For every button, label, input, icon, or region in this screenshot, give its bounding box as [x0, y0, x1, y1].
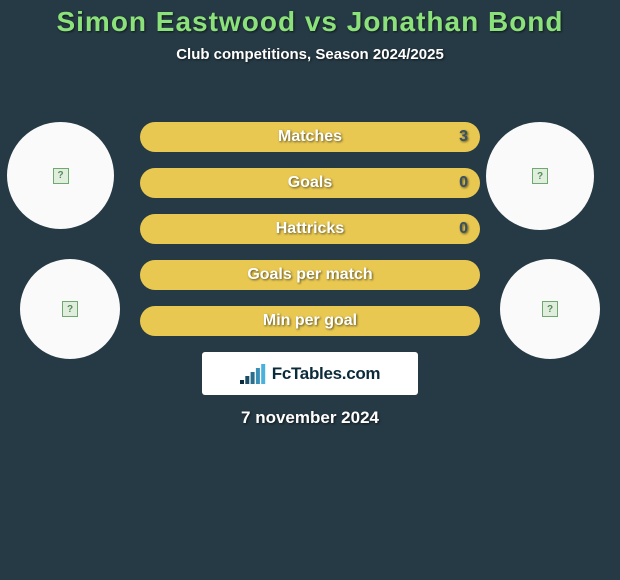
avatar-top-left [7, 122, 114, 229]
stat-bar-label: Goals per match [247, 266, 372, 284]
stat-bar-value: 0 [459, 220, 468, 238]
brand-text: FcTables.com [272, 364, 381, 384]
stat-bar-label: Matches [278, 128, 342, 146]
brand-bars-icon [240, 364, 268, 384]
avatar-bottom-left [20, 259, 120, 359]
placeholder-image-icon [532, 168, 548, 184]
page-title: Simon Eastwood vs Jonathan Bond [0, 0, 620, 38]
stat-bar-value: 3 [459, 128, 468, 146]
stat-bar: Hattricks 0 [140, 214, 480, 244]
stat-bar-value: 0 [459, 174, 468, 192]
stat-bar-label: Goals [288, 174, 332, 192]
avatar-top-right [486, 122, 594, 230]
stat-bar: Goals per match [140, 260, 480, 290]
placeholder-image-icon [62, 301, 78, 317]
brand-badge: FcTables.com [202, 352, 418, 395]
stat-bar-label: Min per goal [263, 312, 357, 330]
stat-bar-label: Hattricks [276, 220, 344, 238]
stat-bar: Matches 3 [140, 122, 480, 152]
stat-bar: Goals 0 [140, 168, 480, 198]
snapshot-date: 7 november 2024 [0, 408, 620, 428]
placeholder-image-icon [542, 301, 558, 317]
stat-bar: Min per goal [140, 306, 480, 336]
page-subtitle: Club competitions, Season 2024/2025 [0, 46, 620, 63]
avatar-bottom-right [500, 259, 600, 359]
comparison-card: Simon Eastwood vs Jonathan Bond Club com… [0, 0, 620, 580]
placeholder-image-icon [53, 168, 69, 184]
